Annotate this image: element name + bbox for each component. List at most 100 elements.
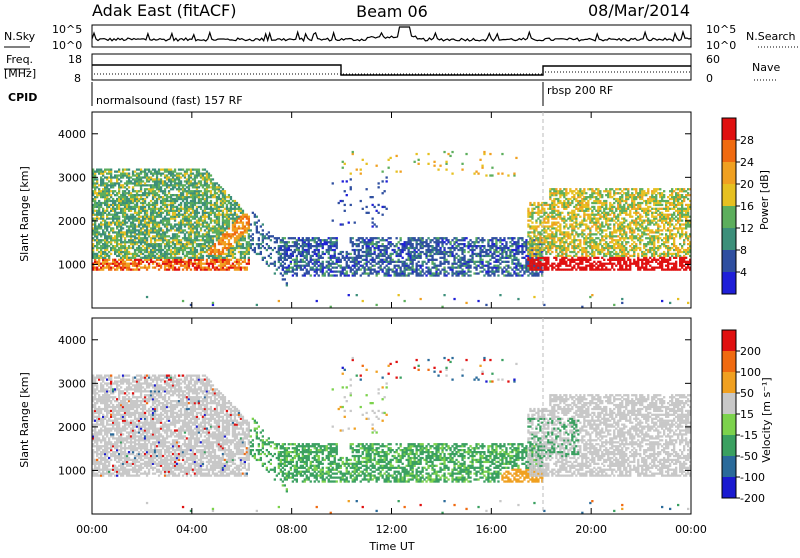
power-cell	[557, 252, 560, 256]
power-cell	[245, 215, 248, 218]
power-cell	[183, 243, 187, 246]
power-cell	[333, 270, 336, 273]
power-cell	[149, 258, 153, 261]
power-cell	[419, 270, 422, 273]
power-cell	[381, 258, 384, 261]
power-cell	[461, 274, 464, 277]
power-cell	[377, 245, 380, 248]
power-cell	[331, 270, 334, 273]
power-cell	[281, 239, 284, 242]
power-cell	[471, 252, 474, 256]
power-cell	[163, 184, 167, 187]
power-cell	[425, 245, 428, 248]
power-cell	[181, 199, 185, 203]
power-cell	[521, 266, 524, 269]
power-cell	[369, 250, 372, 254]
power-cell	[145, 243, 149, 246]
power-cell	[427, 272, 430, 275]
power-cell	[329, 274, 332, 277]
power-cell	[525, 248, 528, 252]
power-cell	[533, 201, 536, 205]
power-cell	[395, 154, 398, 158]
power-cell	[153, 227, 157, 230]
power-cell	[96, 186, 99, 189]
power-cell	[163, 268, 167, 271]
power-cell	[199, 201, 203, 205]
power-cell	[369, 272, 372, 275]
power-cell	[159, 237, 163, 240]
power-cell	[333, 254, 336, 258]
power-cell	[175, 233, 179, 236]
power-cell	[475, 237, 478, 240]
power-cell	[173, 186, 177, 189]
power-cell	[129, 199, 133, 203]
power-cell	[225, 254, 229, 258]
power-cell	[555, 248, 558, 252]
power-cell	[195, 264, 199, 267]
power-cell	[175, 213, 179, 216]
power-cell	[533, 211, 536, 214]
power-cell	[229, 254, 233, 258]
power-cell	[215, 248, 219, 252]
power-cell	[303, 260, 306, 263]
power-cell	[481, 254, 484, 258]
power-cell	[333, 252, 336, 256]
power-cell	[447, 272, 450, 275]
power-cell	[415, 152, 418, 156]
power-cell	[185, 217, 189, 220]
power-cell	[539, 266, 542, 269]
power-cell	[92, 213, 95, 216]
power-cell	[139, 178, 143, 181]
power-cell	[106, 245, 109, 248]
power-cell	[469, 254, 472, 258]
power-cell	[321, 256, 324, 259]
power-cell	[209, 245, 213, 248]
power-cell	[167, 262, 171, 265]
power-cell	[197, 239, 201, 242]
power-cell	[139, 219, 143, 222]
power-cell	[231, 256, 235, 259]
power-cell	[471, 248, 474, 252]
power-cell	[327, 237, 330, 240]
power-cell	[175, 252, 179, 256]
power-cell	[135, 190, 139, 193]
power-cell	[127, 264, 131, 267]
power-cell	[96, 248, 99, 252]
power-cell	[94, 203, 97, 207]
power-cell	[112, 219, 115, 222]
power-cell	[108, 254, 111, 258]
power-cell	[531, 213, 534, 216]
power-cell	[110, 172, 113, 175]
power-cell	[219, 239, 223, 242]
power-cell	[443, 270, 446, 273]
power-cell	[121, 256, 125, 259]
power-cell	[141, 217, 145, 220]
power-cell	[361, 264, 364, 267]
power-cell	[435, 237, 438, 240]
power-cell	[225, 196, 229, 199]
power-cell	[114, 262, 117, 265]
power-cell	[241, 221, 245, 224]
power-cell	[271, 262, 274, 265]
power-cell	[509, 250, 512, 254]
power-cell	[329, 248, 332, 252]
power-cell	[197, 266, 201, 269]
power-cell	[98, 217, 101, 220]
power-cell	[281, 256, 284, 259]
power-cell	[403, 272, 406, 275]
power-cell	[185, 182, 189, 185]
power-cell	[387, 272, 390, 275]
power-cell	[189, 262, 193, 265]
power-cell	[223, 207, 227, 210]
power-cell	[279, 256, 282, 259]
power-cell	[537, 258, 540, 261]
power-cell	[443, 150, 446, 154]
power-cell	[495, 264, 498, 267]
power-cell	[96, 233, 99, 236]
power-cell	[123, 172, 127, 175]
power-cell	[112, 260, 115, 263]
power-cell	[547, 237, 550, 240]
power-cell	[195, 266, 199, 269]
power-cell	[110, 170, 113, 173]
power-cell	[287, 264, 290, 267]
